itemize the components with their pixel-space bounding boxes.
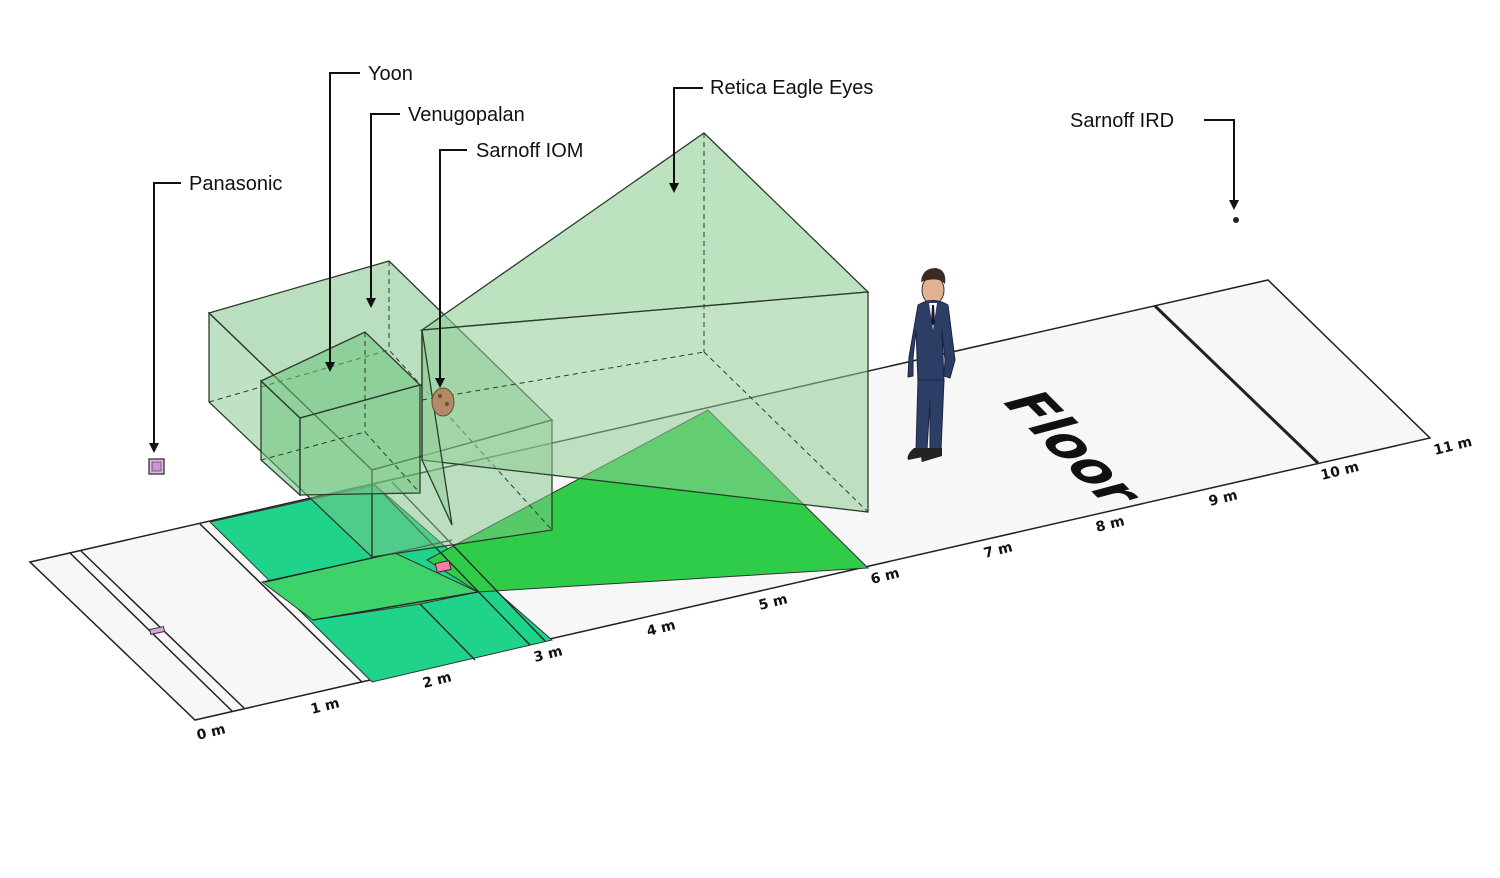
sarnoff-iom-volume <box>431 387 455 417</box>
panasonic-arrowhead <box>149 443 159 453</box>
retica-volume <box>419 132 870 526</box>
tick-4: 4 m <box>645 617 677 640</box>
tick-6: 6 m <box>869 565 901 588</box>
floor-line-1 <box>199 523 363 683</box>
tick-0: 0 m <box>195 721 227 744</box>
tick-9: 9 m <box>1207 487 1239 510</box>
yoon-volume <box>259 331 422 497</box>
tick-10: 10 m <box>1319 459 1361 484</box>
tick-11: 11 m <box>1432 434 1474 459</box>
sarnoff-iom-leader <box>439 149 467 378</box>
floor-marker <box>149 625 166 635</box>
label-panasonic: Panasonic <box>189 173 282 195</box>
panasonic-sensor <box>148 458 165 475</box>
retica-leader <box>673 87 703 183</box>
tick-1: 1 m <box>309 695 341 718</box>
sarnoff-ird-arrowhead <box>1229 200 1239 210</box>
yoon-arrowhead <box>325 362 335 372</box>
tick-7: 7 m <box>982 539 1014 562</box>
sarnoff-iom-arrowhead <box>435 378 445 388</box>
tick-8: 8 m <box>1094 513 1126 536</box>
sarnoff-ird-sensor <box>1233 217 1239 223</box>
label-sarnoff-ird: Sarnoff IRD <box>1070 110 1174 132</box>
floor-line-10 <box>1153 304 1320 465</box>
tick-3: 3 m <box>532 643 564 666</box>
footprint-line-e <box>419 603 476 661</box>
distance-ticks: 0 m 1 m 2 m 3 m 4 m 5 m 6 m 7 m 8 m 9 m … <box>195 434 1474 744</box>
person-figure <box>907 268 956 462</box>
footprint-line-d <box>312 591 479 621</box>
panasonic-leader <box>153 182 181 443</box>
sarnoff-ird-leader <box>1204 119 1235 200</box>
label-retica: Retica Eagle Eyes <box>710 77 873 99</box>
venugopalan-leader <box>370 113 400 298</box>
label-yoon: Yoon <box>368 63 413 85</box>
retica-arrowhead <box>669 183 679 193</box>
tick-5: 5 m <box>757 591 789 614</box>
sarnoff-iom-floor-marker <box>434 560 452 573</box>
tick-2: 2 m <box>421 669 453 692</box>
label-venugopalan: Venugopalan <box>408 104 525 126</box>
yoon-leader <box>329 72 360 362</box>
venugopalan-arrowhead <box>366 298 376 308</box>
label-sarnoff-iom: Sarnoff IOM <box>476 140 583 162</box>
